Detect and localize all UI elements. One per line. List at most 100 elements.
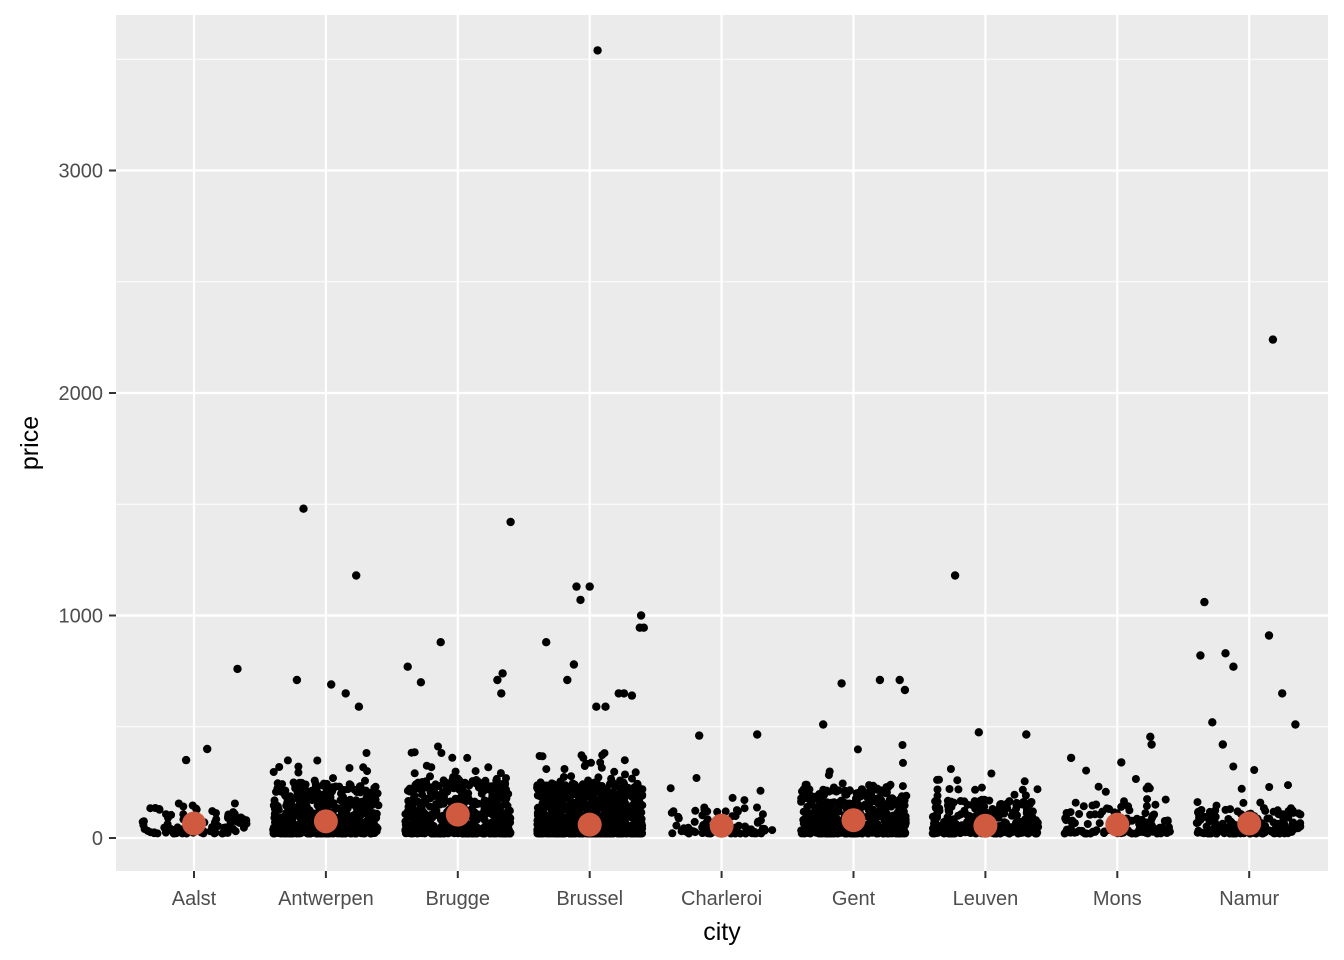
data-point xyxy=(1033,828,1042,837)
outlier-point xyxy=(1264,631,1274,640)
data-point xyxy=(872,813,881,822)
mean-point xyxy=(973,813,998,838)
data-point xyxy=(410,769,419,778)
data-point xyxy=(273,784,282,792)
data-point xyxy=(506,829,515,838)
data-point xyxy=(1091,810,1099,819)
data-point xyxy=(350,785,359,794)
data-point xyxy=(731,829,740,838)
data-point xyxy=(682,827,690,836)
data-point xyxy=(360,829,369,838)
x-tick-label: Charleroi xyxy=(681,888,762,910)
data-point xyxy=(547,828,556,837)
data-point xyxy=(269,768,278,776)
major-gridlines xyxy=(116,15,1328,871)
data-point xyxy=(1144,782,1153,791)
data-point xyxy=(621,770,629,779)
data-point xyxy=(980,795,989,804)
data-point xyxy=(437,749,446,757)
data-point xyxy=(369,819,378,827)
data-point xyxy=(438,792,446,801)
data-point xyxy=(838,828,847,836)
data-point xyxy=(608,796,617,805)
x-tick-label: Aalst xyxy=(172,888,217,910)
mean-markers xyxy=(182,802,1262,838)
data-point xyxy=(369,809,378,818)
data-point xyxy=(414,822,423,831)
data-point xyxy=(943,813,952,822)
data-point xyxy=(892,829,901,838)
data-point xyxy=(1163,816,1172,825)
data-point xyxy=(230,799,239,808)
outlier-point xyxy=(592,702,601,711)
data-point xyxy=(349,800,357,809)
data-point xyxy=(153,829,162,838)
data-point xyxy=(801,814,810,823)
data-point xyxy=(931,811,939,820)
data-point xyxy=(976,801,985,810)
data-point xyxy=(1228,819,1237,828)
data-point xyxy=(465,828,474,837)
data-point xyxy=(542,765,551,774)
data-point xyxy=(331,804,340,813)
y-axis-title: price xyxy=(16,416,44,470)
data-point xyxy=(1193,798,1202,807)
outlier-point xyxy=(1196,651,1205,660)
data-point xyxy=(329,784,337,793)
data-point xyxy=(859,828,868,837)
data-point xyxy=(506,818,515,827)
data-point xyxy=(232,817,241,826)
data-point xyxy=(1101,787,1110,796)
data-point xyxy=(829,805,838,814)
data-point xyxy=(1211,806,1220,815)
data-point xyxy=(556,805,565,814)
data-point xyxy=(294,762,303,771)
data-point xyxy=(1083,820,1092,828)
data-point xyxy=(291,823,299,832)
data-point xyxy=(576,801,585,810)
data-point xyxy=(668,829,677,838)
data-point xyxy=(1239,798,1248,807)
mean-point xyxy=(313,809,338,834)
outlier-point xyxy=(636,611,646,620)
data-point xyxy=(1284,781,1292,790)
data-point xyxy=(598,801,607,809)
data-point xyxy=(357,819,366,828)
data-point xyxy=(740,796,749,805)
outlier-point xyxy=(563,675,572,685)
data-point xyxy=(429,822,438,831)
data-point xyxy=(289,778,298,787)
data-point xyxy=(567,772,576,781)
data-point xyxy=(146,804,155,813)
outlier-point xyxy=(1291,720,1300,729)
data-point xyxy=(1011,822,1020,831)
outlier-point xyxy=(569,660,579,669)
outlier-point xyxy=(327,680,336,689)
outlier-point xyxy=(493,675,502,685)
data-point xyxy=(1075,810,1084,818)
data-point xyxy=(211,828,220,837)
data-point xyxy=(605,804,614,813)
data-point xyxy=(1225,829,1234,838)
data-point xyxy=(894,802,903,810)
data-point xyxy=(803,829,812,837)
data-point xyxy=(451,767,460,776)
data-point xyxy=(535,752,544,760)
data-point xyxy=(690,817,699,826)
data-point xyxy=(1120,797,1128,806)
data-point xyxy=(221,827,230,836)
x-tick-label: Brugge xyxy=(426,888,491,910)
data-point xyxy=(600,810,609,819)
x-tick-label: Antwerpen xyxy=(278,888,374,910)
data-point xyxy=(760,824,769,833)
data-point xyxy=(753,818,762,827)
data-point xyxy=(139,817,148,826)
data-point xyxy=(565,812,574,821)
data-point xyxy=(1153,829,1162,838)
data-point xyxy=(1088,801,1097,810)
y-tick-label: 2000 xyxy=(59,383,104,405)
data-point xyxy=(1205,828,1214,837)
data-point xyxy=(753,803,761,812)
data-point xyxy=(1279,814,1288,823)
data-point xyxy=(733,807,742,816)
